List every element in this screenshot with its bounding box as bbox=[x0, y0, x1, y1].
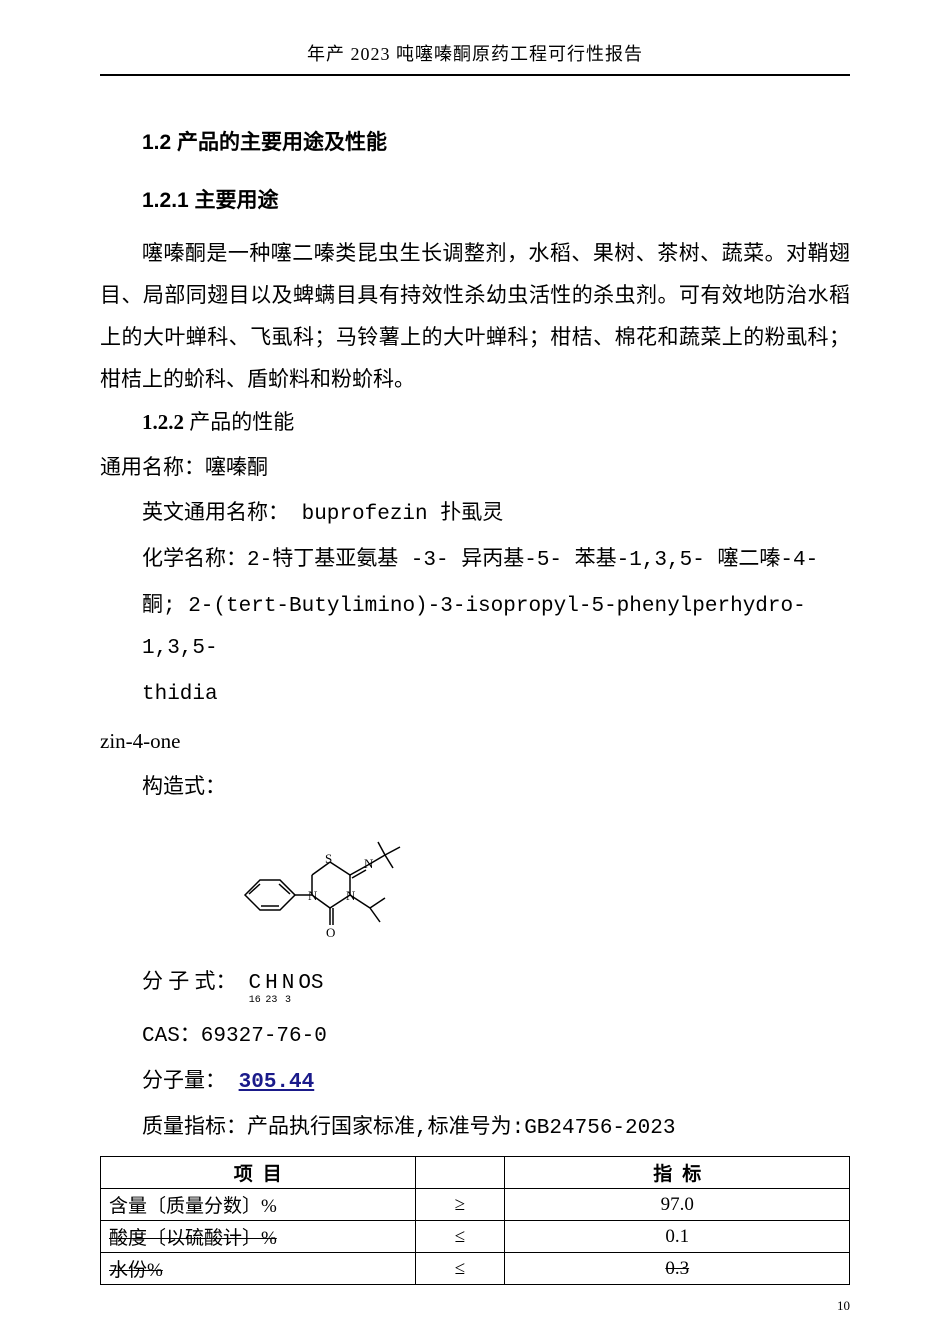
spec-table: 项目 指标 含量〔质量分数〕%≥97.0酸度〔以硫酸计〕%≤0.1水份%≤0.3 bbox=[100, 1156, 850, 1285]
table-header-row: 项目 指标 bbox=[101, 1157, 850, 1189]
section-1-2-2-title: 1.2.2 产品的性能 bbox=[142, 406, 850, 436]
formula-label: 分 子 式： bbox=[142, 965, 237, 995]
table-row: 含量〔质量分数〕%≥97.0 bbox=[101, 1189, 850, 1221]
cell-op: ≤ bbox=[415, 1221, 505, 1253]
cas-line: CAS：69327-76-0 bbox=[142, 1016, 850, 1058]
english-name-line: 英文通用名称： buprofezin 扑虱灵 bbox=[142, 494, 850, 536]
chem-name-line-3: thidia bbox=[142, 674, 850, 716]
use-paragraph: 噻嗪酮是一种噻二嗪类昆虫生长调整剂，水稻、果树、茶树、蔬菜。对鞘翅目、局部同翅目… bbox=[100, 232, 850, 400]
page-number: 10 bbox=[837, 1298, 850, 1314]
svg-text:O: O bbox=[326, 925, 335, 940]
chem-name-line-1: 化学名称：2-特丁基亚氨基 -3- 异丙基-5- 苯基-1,3,5- 噻二嗪-4… bbox=[142, 540, 850, 582]
formula-atom: OS bbox=[298, 973, 323, 996]
page-header: 年产 2023 吨噻嗪酮原药工程可行性报告 bbox=[100, 40, 850, 76]
mw-label: 分子量： bbox=[142, 1071, 226, 1094]
cell-name: 酸度〔以硫酸计〕% bbox=[101, 1221, 416, 1253]
table-row: 水份%≤0.3 bbox=[101, 1253, 850, 1285]
structure-svg: N S N N O bbox=[230, 820, 430, 950]
cell-value: 0.1 bbox=[505, 1221, 850, 1253]
common-name-line: 通用名称：噻嗪酮 bbox=[100, 446, 850, 488]
chem-name-line-4: zin-4-one bbox=[100, 720, 850, 762]
th-item: 项目 bbox=[101, 1157, 416, 1189]
cell-name: 水份% bbox=[101, 1253, 416, 1285]
section-1-2-title: 1.2 产品的主要用途及性能 bbox=[142, 126, 850, 156]
svg-text:N: N bbox=[308, 888, 318, 903]
cell-op: ≤ bbox=[415, 1253, 505, 1285]
cell-value: 97.0 bbox=[505, 1189, 850, 1221]
svg-text:N: N bbox=[346, 888, 356, 903]
molecular-formula: C16H23 N3OS bbox=[249, 973, 324, 1006]
th-op bbox=[415, 1157, 505, 1189]
chemical-structure: N S N N O bbox=[230, 820, 850, 955]
section-1-2-1-title: 1.2.1 主要用途 bbox=[142, 184, 850, 214]
quality-standard-line: 质量指标：产品执行国家标准,标准号为:GB24756-2023 bbox=[142, 1108, 850, 1150]
table-row: 酸度〔以硫酸计〕%≤0.1 bbox=[101, 1221, 850, 1253]
cell-name: 含量〔质量分数〕% bbox=[101, 1189, 416, 1221]
th-value: 指标 bbox=[505, 1157, 850, 1189]
formula-atom: H23 bbox=[265, 973, 278, 1006]
mw-line: 分子量： 305.44 bbox=[142, 1062, 850, 1104]
section-1-2-2-num: 1.2.2 bbox=[142, 410, 184, 434]
cell-op: ≥ bbox=[415, 1189, 505, 1221]
mw-value: 305.44 bbox=[239, 1071, 315, 1094]
formula-atom: N3 bbox=[282, 973, 295, 1006]
formula-atom: C16 bbox=[249, 973, 262, 1006]
svg-text:N: N bbox=[364, 856, 374, 871]
section-1-2-2-text: 产品的性能 bbox=[189, 410, 294, 434]
molecular-formula-line: 分 子 式： C16H23 N3OS bbox=[142, 965, 850, 1006]
structure-label: 构造式： bbox=[142, 768, 850, 810]
chem-name-line-2: 酮; 2-(tert-Butylimino)-3-isopropyl-5-phe… bbox=[142, 586, 850, 670]
svg-text:S: S bbox=[325, 851, 332, 866]
cell-value: 0.3 bbox=[505, 1253, 850, 1285]
